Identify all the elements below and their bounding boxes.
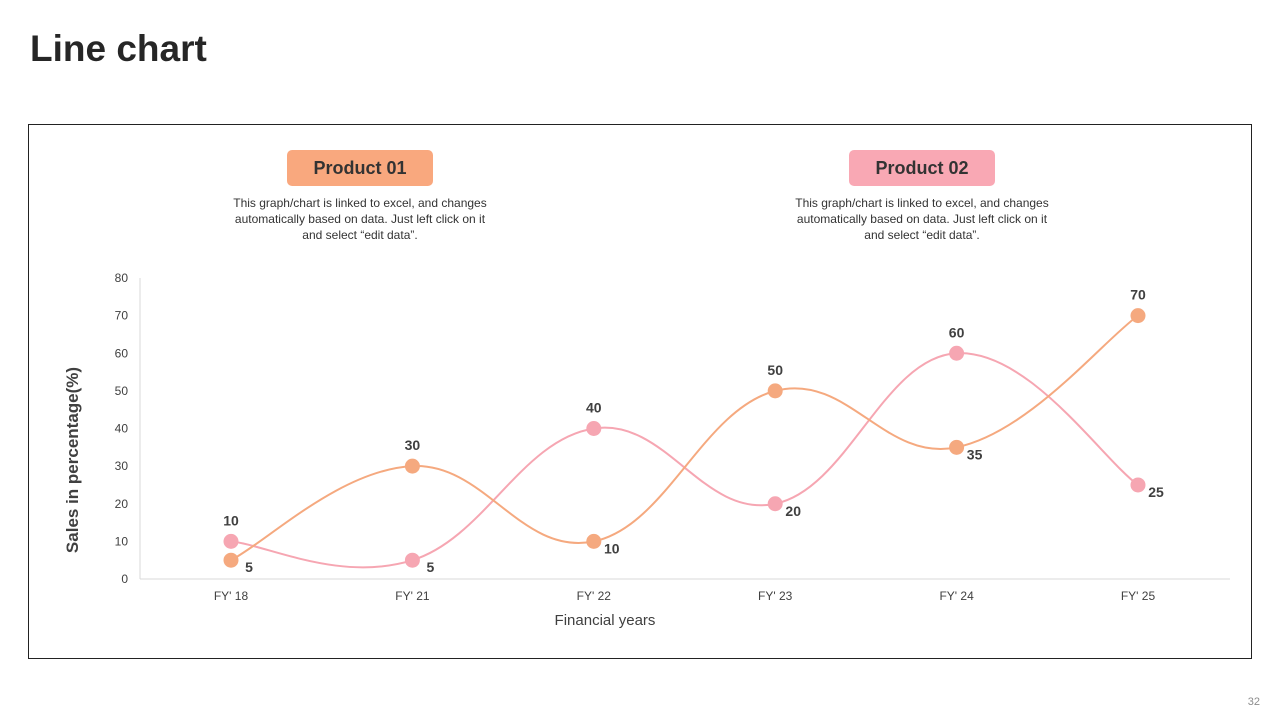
y-tick-label: 20 xyxy=(115,497,129,511)
y-tick-label: 40 xyxy=(115,422,129,436)
data-label: 10 xyxy=(604,540,620,556)
x-tick-label: FY' 22 xyxy=(577,589,612,603)
data-label: 5 xyxy=(427,559,435,575)
data-point-product-2 xyxy=(223,533,239,549)
data-point-product-2 xyxy=(586,421,602,436)
y-tick-label: 70 xyxy=(115,309,129,323)
x-axis-title: Financial years xyxy=(555,612,656,629)
data-label: 30 xyxy=(405,437,421,453)
data-point-product-1 xyxy=(223,552,239,568)
x-tick-label: FY' 21 xyxy=(395,589,430,603)
y-axis-title: Sales in percentage(%) xyxy=(63,367,82,553)
y-tick-label: 30 xyxy=(115,459,129,473)
data-label: 10 xyxy=(223,512,239,528)
y-tick-label: 50 xyxy=(115,384,129,398)
data-point-product-1 xyxy=(586,533,602,549)
series-line-product-1 xyxy=(230,314,1139,562)
data-label: 5 xyxy=(245,559,253,575)
x-tick-label: FY' 23 xyxy=(758,589,793,603)
y-tick-label: 60 xyxy=(115,346,129,360)
y-tick-label: 0 xyxy=(121,572,128,586)
data-label: 35 xyxy=(967,446,983,462)
legend-product-02: Product 02 xyxy=(849,150,995,186)
x-tick-label: FY' 18 xyxy=(214,589,249,603)
x-tick-label: FY' 24 xyxy=(939,589,974,603)
legend-product-01: Product 01 xyxy=(287,150,433,186)
data-point-product-2 xyxy=(404,552,420,568)
y-tick-label: 10 xyxy=(115,534,129,548)
legend-description-product-02: This graph/chart is linked to excel, and… xyxy=(795,196,1049,242)
page-title: Line chart xyxy=(30,28,207,69)
data-point-product-1 xyxy=(767,383,783,399)
data-point-product-2 xyxy=(949,345,965,361)
y-tick-label: 80 xyxy=(115,271,129,285)
data-label: 50 xyxy=(767,362,783,378)
legend-description-product-01: This graph/chart is linked to excel, and… xyxy=(233,196,487,242)
page-number: 32 xyxy=(1247,696,1260,708)
series-line-product-2 xyxy=(230,352,1139,569)
data-label: 70 xyxy=(1130,287,1146,303)
data-point-product-1 xyxy=(949,439,965,455)
data-point-product-2 xyxy=(767,496,783,512)
data-point-product-2 xyxy=(1130,477,1146,493)
data-label: 60 xyxy=(949,324,965,340)
data-point-product-1 xyxy=(1130,308,1146,324)
data-label: 40 xyxy=(586,400,602,416)
x-tick-label: FY' 25 xyxy=(1121,589,1156,603)
legend-label: Product 01 xyxy=(313,157,407,178)
legend-label: Product 02 xyxy=(875,157,969,178)
data-label: 20 xyxy=(785,503,801,519)
data-point-product-1 xyxy=(404,458,420,474)
data-label: 25 xyxy=(1148,484,1164,500)
chart-frame: Product 01 This graph/chart is linked to… xyxy=(28,124,1252,659)
